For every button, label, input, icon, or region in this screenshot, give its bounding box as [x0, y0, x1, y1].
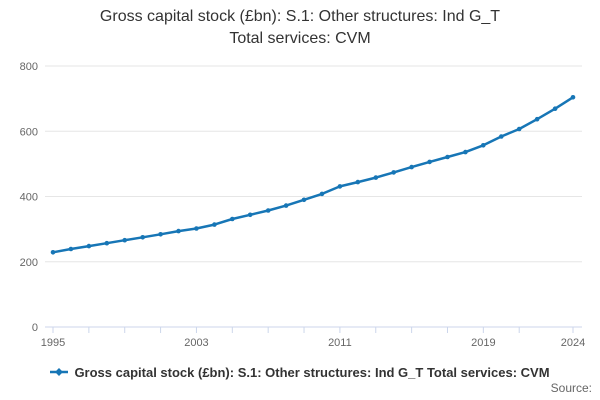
y-axis-tick-label: 0 — [32, 322, 38, 334]
data-point[interactable] — [516, 126, 522, 132]
x-axis-tick-label: 2003 — [184, 337, 208, 349]
data-point[interactable] — [86, 243, 92, 249]
data-point[interactable] — [176, 228, 181, 234]
series-line — [52, 96, 574, 254]
x-axis-tick-label: 2024 — [561, 337, 585, 349]
data-point[interactable] — [247, 212, 253, 218]
chart-title-line2: Total services: CVM — [229, 30, 371, 47]
data-point[interactable] — [283, 203, 289, 208]
data-point[interactable] — [373, 175, 379, 180]
data-point[interactable] — [212, 222, 217, 227]
y-axis-tick-label: 800 — [20, 61, 38, 73]
data-point[interactable] — [194, 226, 199, 231]
data-point[interactable] — [499, 134, 504, 139]
legend-series-marker-icon — [50, 368, 69, 376]
data-point[interactable] — [230, 216, 235, 222]
data-point[interactable] — [570, 95, 576, 100]
data-point[interactable] — [104, 240, 110, 246]
legend-label: Gross capital stock (£bn): S.1: Other st… — [74, 364, 550, 380]
data-point[interactable] — [391, 170, 397, 175]
data-point[interactable] — [301, 197, 307, 203]
data-point[interactable] — [122, 237, 127, 243]
data-point[interactable] — [158, 232, 163, 237]
data-point[interactable] — [409, 164, 414, 170]
data-point[interactable] — [68, 246, 74, 252]
line-chart: 0 200 400 600 800 1995 2003 2011 2019 2024 — [20, 61, 586, 349]
x-axis-tick-label: 2011 — [328, 337, 352, 349]
x-axis-tick-label: 2019 — [471, 337, 495, 349]
data-point[interactable] — [319, 191, 325, 197]
y-axis-tick-label: 400 — [20, 192, 38, 204]
y-axis-tick-label: 200 — [20, 257, 38, 269]
data-point[interactable] — [427, 159, 432, 165]
data-point[interactable] — [445, 154, 450, 160]
data-point[interactable] — [463, 149, 468, 155]
data-point[interactable] — [265, 208, 271, 213]
chart-title: Gross capital stock (£bn): S.1: Other st… — [0, 6, 600, 50]
y-axis-tick-label: 600 — [20, 126, 38, 138]
chart-title-line1: Gross capital stock (£bn): S.1: Other st… — [99, 8, 501, 25]
data-point[interactable] — [534, 116, 540, 122]
data-point[interactable] — [552, 106, 558, 111]
x-axis-tick-label: 1995 — [41, 337, 65, 349]
data-point[interactable] — [337, 184, 343, 189]
source-caption: Source: — [550, 381, 592, 395]
legend-item[interactable]: Gross capital stock (£bn): S.1: Other st… — [0, 363, 600, 381]
data-point[interactable] — [50, 250, 56, 255]
data-point[interactable] — [481, 143, 486, 148]
data-point[interactable] — [355, 179, 361, 185]
data-point[interactable] — [140, 235, 145, 240]
